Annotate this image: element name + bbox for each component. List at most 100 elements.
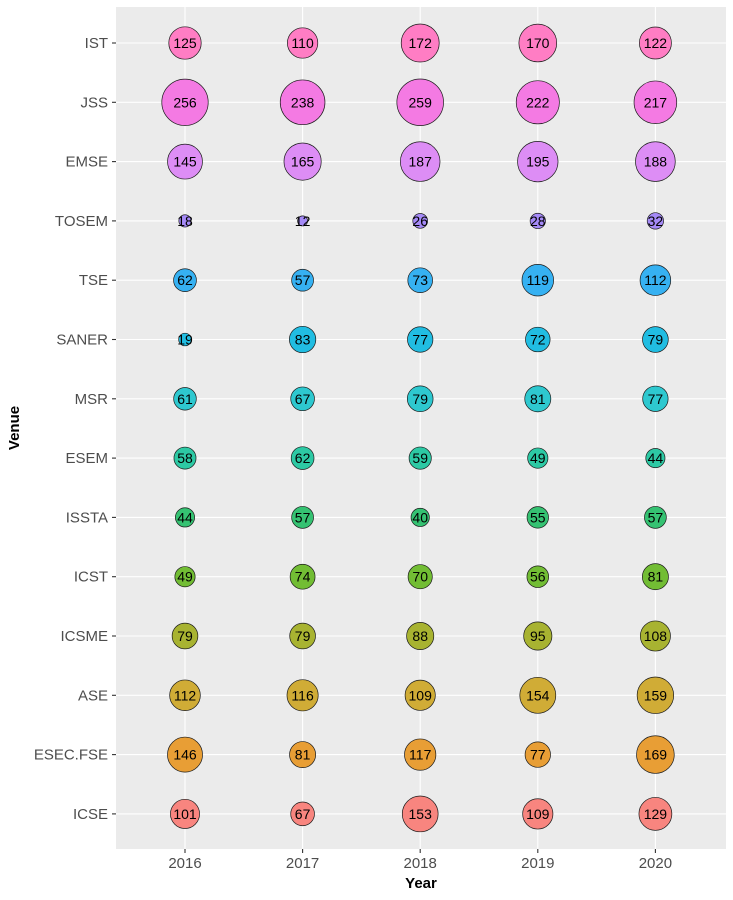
bubble — [400, 23, 440, 63]
x-tick-label: 2020 — [639, 855, 672, 872]
bubble-value-label: 55 — [530, 509, 546, 525]
y-tick-label: TOSEM — [55, 213, 108, 230]
bubble — [407, 326, 434, 353]
bubble — [173, 387, 197, 411]
bubble-value-label: 145 — [173, 154, 197, 170]
bubble — [529, 212, 546, 229]
bubble — [633, 80, 678, 125]
y-tick-label: EMSE — [65, 154, 108, 171]
bubble — [291, 268, 314, 292]
bubble-value-label: 79 — [648, 332, 664, 348]
bubble — [524, 741, 551, 768]
bubble — [406, 385, 434, 413]
bubble — [527, 447, 549, 469]
bubble — [526, 506, 549, 529]
bubble-value-label: 12 — [295, 213, 311, 229]
bubble — [646, 212, 664, 230]
bubble-value-label: 108 — [644, 628, 668, 644]
bubble — [522, 798, 554, 830]
bubble-value-label: 112 — [644, 272, 667, 288]
x-tick-label: 2016 — [168, 855, 201, 872]
y-tick-label: ASE — [78, 687, 108, 704]
bubble-value-label: 57 — [295, 509, 311, 525]
bubble-value-label: 67 — [295, 391, 311, 407]
bubble-value-label: 62 — [177, 272, 193, 288]
bubble — [173, 268, 197, 292]
bubble — [290, 801, 315, 827]
bubble-value-label: 169 — [644, 747, 668, 763]
bubble — [169, 679, 201, 711]
bubble-value-label: 57 — [648, 509, 664, 525]
y-tick-label: ICST — [74, 569, 108, 586]
bubble — [174, 566, 196, 588]
y-tick-label: MSR — [75, 391, 109, 408]
bubble — [521, 264, 554, 297]
bubble-value-label: 57 — [295, 272, 311, 288]
bubble — [168, 26, 202, 60]
bubble — [297, 215, 308, 227]
y-tick-label: IST — [85, 35, 108, 52]
bubble — [410, 507, 430, 527]
bubble-value-label: 40 — [412, 509, 428, 525]
bubble-value-label: 77 — [530, 747, 546, 763]
bubble-value-label: 146 — [173, 747, 197, 763]
bubble-value-label: 72 — [530, 332, 546, 348]
bubble — [518, 23, 558, 63]
bubble-value-label: 81 — [530, 391, 546, 407]
bubble-value-label: 74 — [295, 569, 311, 585]
bubble — [289, 741, 317, 768]
bubble — [178, 332, 192, 347]
y-tick-label: ICSME — [60, 628, 108, 645]
bubble — [407, 267, 433, 293]
bubble — [173, 446, 197, 470]
bubble — [170, 798, 200, 829]
bubble — [406, 622, 435, 650]
bubble — [291, 506, 314, 529]
bubbles: 125 110 172 170 122 256 238 259 222 217 145 165 187 1… — [161, 23, 678, 833]
plot-panel — [116, 7, 726, 849]
y-tick-label: SANER — [56, 332, 108, 349]
y-axis-title: Venue — [6, 406, 23, 450]
bubble-value-label: 79 — [412, 391, 428, 407]
bubble-value-label: 165 — [291, 154, 315, 170]
bubble — [644, 506, 667, 529]
bubble-value-label: 67 — [295, 806, 311, 822]
bubble-value-label: 26 — [412, 213, 428, 229]
bubble-value-label: 19 — [177, 332, 193, 348]
bubble — [636, 735, 675, 774]
bubble-value-label: 70 — [412, 569, 428, 585]
bubble — [404, 679, 436, 711]
bubble-value-label: 129 — [644, 806, 668, 822]
bubble-value-label: 79 — [177, 628, 193, 644]
bubble-value-label: 154 — [526, 687, 550, 703]
x-tick-label: 2017 — [286, 855, 319, 872]
bubble-value-label: 79 — [295, 628, 311, 644]
y-tick-label: ESEC.FSE — [34, 747, 108, 764]
bubble — [524, 385, 552, 413]
bubble-value-label: 259 — [409, 94, 433, 110]
bubble-value-label: 61 — [177, 391, 193, 407]
bubble-value-label: 56 — [530, 569, 546, 585]
bubble-value-label: 101 — [173, 806, 197, 822]
bubble-value-label: 119 — [527, 272, 550, 288]
bubble-value-label: 122 — [644, 35, 668, 51]
bubble-value-label: 88 — [412, 628, 428, 644]
y-tick-label: TSE — [79, 272, 108, 289]
bubble-value-label: 195 — [526, 154, 550, 170]
bubble — [167, 143, 203, 180]
bubble-value-label: 170 — [526, 35, 550, 51]
bubble-value-label: 112 — [174, 687, 197, 703]
bubble-value-label: 153 — [409, 806, 433, 822]
bubble-value-label: 73 — [412, 272, 428, 288]
bubble — [289, 622, 316, 650]
bubble — [523, 621, 553, 651]
y-tick-label: ISSTA — [66, 509, 108, 526]
bubble — [283, 142, 322, 181]
bubble-value-label: 77 — [412, 332, 428, 348]
bubble-value-label: 117 — [409, 747, 432, 763]
bubble — [289, 325, 317, 354]
bubble-value-label: 32 — [648, 213, 664, 229]
bubble-value-label: 187 — [409, 154, 433, 170]
bubble — [636, 676, 675, 714]
